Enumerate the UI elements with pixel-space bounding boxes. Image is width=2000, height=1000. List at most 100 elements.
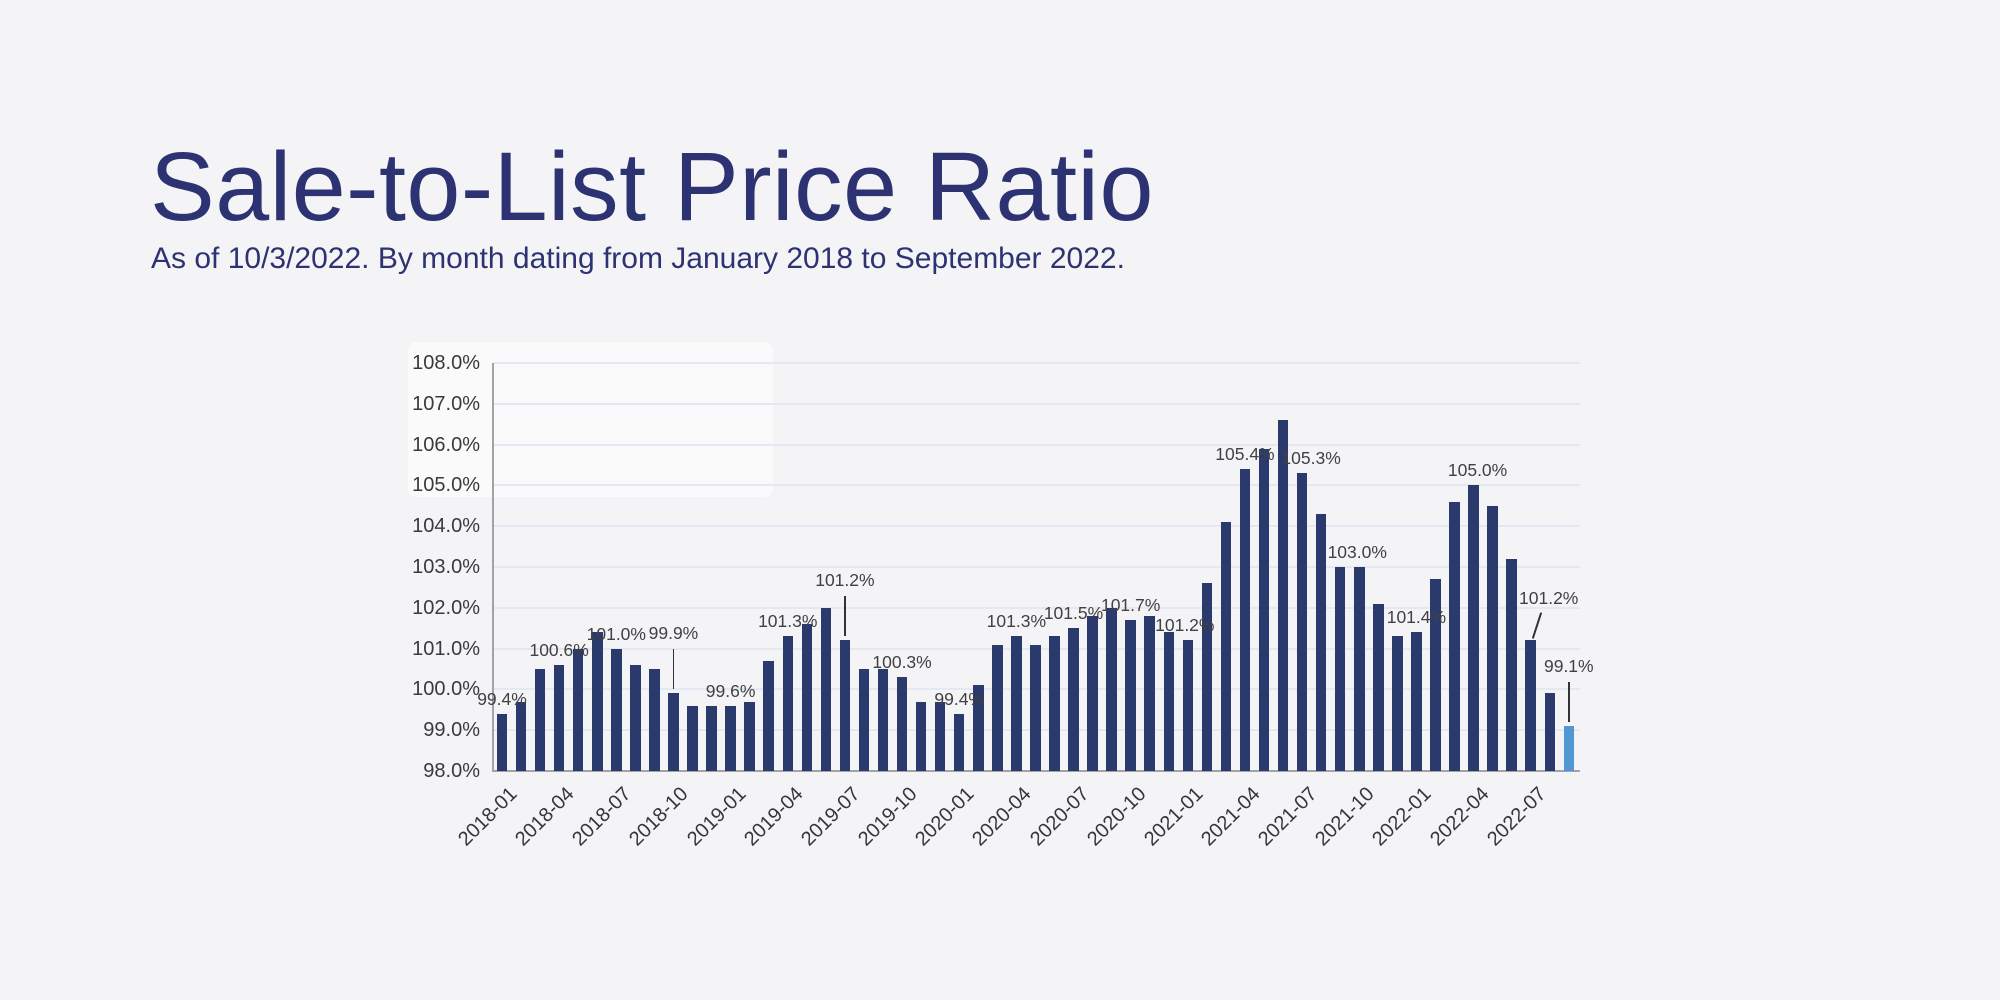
bar-2020-01 [953, 713, 965, 771]
bar-2022-07 [1525, 640, 1536, 771]
data-label-2020-01: 99.4% [934, 688, 984, 709]
gridline [494, 525, 1580, 528]
data-label-2019-07: 101.2% [815, 570, 875, 591]
bar-2021-12 [1392, 636, 1403, 771]
bar-2019-12 [934, 701, 946, 771]
y-axis-tick-label: 100.0% [412, 678, 480, 701]
bar-2021-07 [1296, 473, 1308, 771]
data-label-2018-04: 100.6% [529, 639, 589, 660]
bar-2019-06 [820, 607, 832, 771]
bar-2022-06 [1506, 558, 1517, 771]
y-axis-tick-label: 102.0% [412, 596, 480, 619]
bar-2021-02 [1201, 583, 1213, 771]
bar-2021-08 [1315, 513, 1327, 771]
bar-2018-01 [496, 713, 508, 771]
gridline [494, 606, 1580, 609]
y-axis-tick-label: 101.0% [412, 637, 480, 660]
data-label-2020-07: 101.5% [1043, 603, 1104, 624]
bar-2019-08 [858, 669, 870, 771]
bar-2021-04 [1239, 469, 1251, 771]
data-label-2020-04: 101.3% [986, 611, 1047, 632]
bar-2020-11 [1144, 615, 1155, 771]
bar-2021-05 [1258, 448, 1270, 771]
bar-2018-09 [649, 669, 660, 771]
background-panel [408, 342, 773, 497]
data-label-2019-01: 99.6% [705, 680, 756, 701]
bar-2018-06 [592, 632, 603, 771]
bar-2022-02 [1430, 579, 1441, 771]
bar-2019-09 [877, 669, 889, 771]
data-label-2019-10: 100.3% [872, 652, 932, 673]
bar-2021-06 [1277, 420, 1289, 771]
bar-2019-10 [896, 677, 908, 771]
bar-2020-04 [1011, 636, 1022, 771]
bar-2019-07 [839, 640, 851, 771]
bar-2018-02 [515, 701, 527, 771]
gridline [494, 566, 1580, 568]
y-axis-tick-label: 98.0% [423, 760, 480, 782]
data-label-2019-04: 101.3% [758, 611, 818, 632]
x-axis-line [492, 770, 1580, 772]
leader-line [1531, 611, 1542, 639]
bar-2019-03 [763, 660, 774, 771]
bar-2020-03 [992, 644, 1003, 771]
bar-2018-05 [572, 648, 584, 771]
data-label-2021-04: 105.4% [1215, 444, 1275, 465]
bar-2022-08 [1544, 693, 1555, 771]
bar-2020-07 [1068, 628, 1079, 771]
data-label-2022-09: 99.1% [1543, 656, 1594, 677]
bar-2022-03 [1449, 501, 1460, 771]
bar-2018-10 [668, 693, 679, 771]
data-label-2020-10: 101.7% [1100, 595, 1161, 616]
y-axis-tick-label: 105.0% [412, 474, 480, 497]
bar-2021-01 [1182, 640, 1194, 771]
data-label-2021-10: 103.0% [1327, 542, 1387, 562]
data-label-2022-07: 101.2% [1519, 588, 1579, 609]
bar-2019-05 [801, 624, 813, 771]
gridline [494, 402, 1580, 405]
data-label-2018-07: 101.0% [586, 623, 646, 644]
bar-2021-10 [1354, 567, 1365, 771]
bar-2022-04 [1468, 485, 1479, 771]
data-label-2022-04: 105.0% [1447, 460, 1508, 481]
bar-2019-04 [782, 636, 793, 771]
gridline [494, 484, 1580, 487]
y-axis-tick-label: 107.0% [412, 392, 480, 415]
chart-subtitle: As of 10/3/2022. By month dating from Ja… [151, 242, 1125, 275]
bar-2020-09 [1106, 607, 1117, 771]
data-label-2022-01: 101.4% [1386, 607, 1447, 628]
bar-2018-08 [630, 664, 641, 771]
bar-2018-03 [534, 669, 546, 771]
bar-2022-05 [1487, 505, 1498, 771]
y-axis-tick-label: 103.0% [412, 556, 480, 578]
bar-2021-11 [1373, 603, 1384, 771]
y-axis-tick-label: 106.0% [412, 433, 480, 456]
bar-2019-11 [915, 701, 927, 771]
y-axis-tick-label: 99.0% [423, 719, 480, 742]
data-label-2021-07: 105.3% [1281, 448, 1341, 469]
bar-2020-02 [973, 685, 984, 771]
bar-2020-06 [1049, 636, 1060, 771]
bar-2020-08 [1087, 615, 1098, 771]
bar-2020-12 [1163, 632, 1174, 771]
bar-2018-12 [706, 705, 717, 771]
bar-2022-09 [1563, 726, 1575, 771]
bar-2018-04 [553, 664, 565, 771]
y-axis-tick-label: 104.0% [412, 515, 480, 538]
chart-title: Sale-to-List Price Ratio [150, 132, 1154, 241]
data-label-2018-10: 99.9% [648, 623, 699, 644]
gridline [494, 443, 1580, 446]
bar-2018-11 [687, 705, 698, 771]
leader-line [672, 649, 675, 690]
bar-2022-01 [1411, 632, 1422, 771]
leader-line [1568, 682, 1570, 723]
bar-2021-09 [1334, 567, 1346, 771]
bar-2019-01 [725, 705, 736, 771]
leader-line [844, 596, 846, 637]
y-axis-tick-label: 108.0% [412, 352, 480, 374]
y-axis-line [492, 363, 494, 771]
bar-2021-03 [1220, 522, 1232, 771]
bar-2020-05 [1030, 644, 1041, 771]
data-label-2018-01: 99.4% [477, 688, 527, 709]
